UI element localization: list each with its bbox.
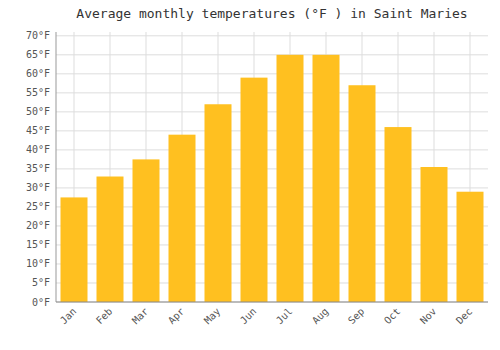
x-axis-line [56, 302, 488, 303]
x-tick-label: May [202, 306, 223, 327]
y-tick-label: 25°F [26, 201, 50, 212]
bar [169, 135, 196, 302]
bars [61, 55, 484, 302]
y-tick-label: 20°F [26, 220, 50, 231]
y-tick-label: 45°F [26, 125, 50, 136]
bar [97, 177, 124, 302]
bar [241, 78, 268, 302]
y-tick-label: 30°F [26, 182, 50, 193]
y-tick-label: 60°F [26, 68, 50, 79]
grid-line [56, 92, 488, 93]
y-tick-label: 65°F [26, 49, 50, 60]
grid-line [56, 149, 488, 150]
grid [56, 32, 488, 302]
y-tick-label: 0°F [32, 297, 50, 308]
x-tick-label: Dec [454, 306, 475, 327]
y-tick-label: 70°F [26, 30, 50, 41]
y-axis-line [56, 32, 57, 302]
x-tick-label: Jan [58, 306, 79, 327]
grid-line [56, 130, 488, 131]
bar [421, 167, 448, 302]
bar [313, 55, 340, 302]
bar [61, 197, 88, 302]
background [0, 0, 500, 350]
x-tick-label: Apr [166, 306, 187, 327]
y-tick-label: 15°F [26, 239, 50, 250]
title: Average monthly temperatures (°F ) in Sa… [76, 6, 467, 21]
y-tick-label: 10°F [26, 258, 50, 269]
y-tick-label: 40°F [26, 144, 50, 155]
grid-line [56, 73, 488, 74]
bar [385, 127, 412, 302]
bar [457, 192, 484, 302]
x-tick-label: Sep [346, 306, 367, 327]
chart: Average monthly temperatures (°F ) in Sa… [0, 0, 500, 350]
bar [277, 55, 304, 302]
grid-line [56, 35, 488, 36]
y-tick-label: 50°F [26, 106, 50, 117]
bar [349, 85, 376, 302]
grid-line [56, 111, 488, 112]
grid-line [56, 302, 488, 303]
x-tick-label: Nov [418, 306, 439, 327]
x-tick-label: Jun [238, 306, 259, 327]
x-tick-label: Oct [382, 306, 403, 327]
x-tick-label: Aug [310, 306, 331, 327]
grid-line [56, 54, 488, 55]
y-tick-label: 55°F [26, 87, 50, 98]
bar [205, 104, 232, 302]
y-tick-label: 5°F [32, 277, 50, 288]
x-tick-label: Mar [130, 306, 151, 327]
y-tick-label: 35°F [26, 163, 50, 174]
x-tick-label: Feb [94, 306, 115, 327]
x-tick-label: Jul [274, 306, 295, 327]
bar [133, 159, 160, 302]
